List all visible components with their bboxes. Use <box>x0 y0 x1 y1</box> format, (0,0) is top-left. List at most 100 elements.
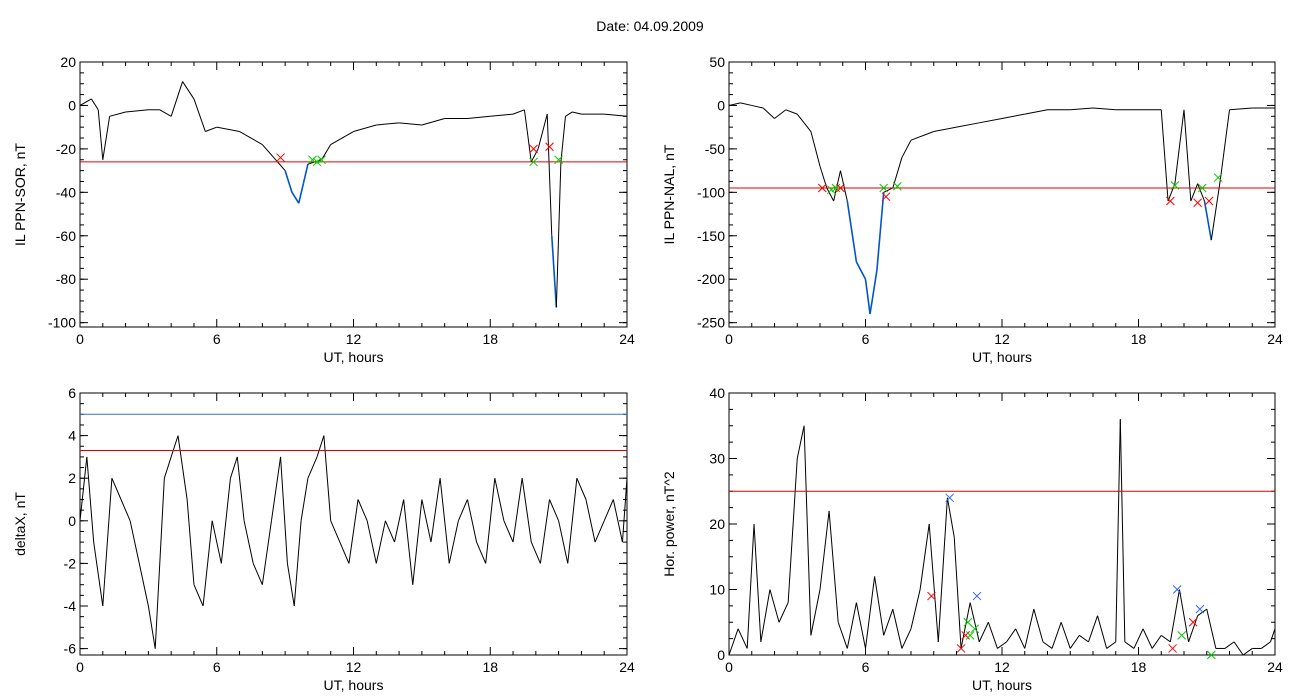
y-tick-label: -6 <box>64 641 77 657</box>
series-segment <box>774 109 787 119</box>
series-segment <box>933 126 957 132</box>
series-segment <box>348 499 359 564</box>
y-axis-label: IL PPN-SOR, nT <box>12 143 28 246</box>
y-tick-label: -200 <box>697 271 725 287</box>
marker-stroke <box>554 155 563 165</box>
series-segment <box>1269 628 1276 643</box>
series-segment <box>979 117 1003 124</box>
series-segment <box>728 628 739 656</box>
series-segment <box>751 104 764 109</box>
series-segment <box>457 499 468 522</box>
series-segment <box>837 622 848 649</box>
series-segment <box>1024 609 1035 649</box>
series-segment <box>111 478 122 500</box>
x-tick-label: 0 <box>76 659 84 675</box>
series-segment <box>537 114 548 150</box>
series-segment <box>919 523 930 590</box>
series-segment <box>421 117 445 126</box>
series-segment <box>1015 628 1026 649</box>
series-segment <box>603 499 614 522</box>
series-segment <box>1160 109 1169 202</box>
series-segment <box>1024 109 1048 115</box>
event-marker <box>1195 604 1205 614</box>
series-segment <box>1160 634 1171 643</box>
series-segment <box>1106 641 1117 649</box>
marker-stroke <box>827 185 836 195</box>
event-marker <box>831 183 841 193</box>
series-segment <box>1242 648 1253 656</box>
series-segment <box>803 425 812 636</box>
x-tick-label: 24 <box>1267 659 1283 675</box>
x-tick-label: 18 <box>1131 659 1147 675</box>
series-segment <box>193 584 204 607</box>
series-segment <box>494 478 505 521</box>
series-segment <box>901 628 912 649</box>
event-marker <box>965 630 975 640</box>
marker-stroke <box>831 183 841 193</box>
series-segment <box>202 520 213 607</box>
series-segment <box>430 478 441 543</box>
series-segment <box>1190 183 1199 202</box>
series-segment <box>876 192 885 271</box>
marker-stroke <box>817 183 827 193</box>
series-segment <box>740 102 752 106</box>
marker-stroke <box>927 591 936 601</box>
series-segment <box>1079 634 1089 643</box>
marker-stroke <box>1188 617 1198 627</box>
event-marker <box>1172 585 1182 594</box>
series-segment <box>1261 641 1271 649</box>
series-segment <box>1169 589 1180 642</box>
series-segment <box>512 478 523 543</box>
event-marker <box>892 181 902 191</box>
y-tick-label: -100 <box>48 315 76 331</box>
series-segment <box>236 456 245 521</box>
event-marker <box>963 617 973 627</box>
series-segment <box>186 499 195 585</box>
page-title: Date: 04.09.2009 <box>596 18 704 34</box>
panel-3: 0 6 12 18 24 6 4 2 0 -2 -4 -6 UT, hours deltaX, nT <box>12 385 635 693</box>
series-segment <box>1097 615 1108 649</box>
series-segment <box>239 131 263 145</box>
series-segment <box>1229 107 1253 111</box>
marker-stroke <box>529 144 538 154</box>
series-segment <box>1119 419 1126 642</box>
series-segment <box>302 163 309 184</box>
series-segment <box>969 602 980 643</box>
marker-stroke <box>956 644 966 653</box>
series-segment <box>1233 641 1244 656</box>
event-marker <box>1206 650 1216 660</box>
series-segment <box>339 541 350 564</box>
series-segment <box>803 122 812 132</box>
x-tick-label: 0 <box>725 331 733 347</box>
series-segment <box>560 116 566 162</box>
series-segment <box>353 124 377 132</box>
event-marker <box>827 185 836 195</box>
series-segment <box>270 456 282 521</box>
series-segment <box>594 520 605 543</box>
series-segment <box>252 563 263 585</box>
series-segment <box>785 109 798 115</box>
y-tick-label: -150 <box>697 228 725 244</box>
y-axis-label: deltaX, nT <box>12 492 28 556</box>
event-marker <box>1193 198 1203 208</box>
event-marker <box>312 157 322 167</box>
x-tick-label: 6 <box>213 331 221 347</box>
x-tick-label: 18 <box>1131 331 1147 347</box>
series-segment <box>910 589 921 629</box>
series-segment <box>833 170 841 202</box>
series-segment <box>1124 641 1135 649</box>
event-marker <box>1204 196 1214 206</box>
series-segment <box>865 576 876 649</box>
series-segment <box>79 456 88 521</box>
x-tick-label: 6 <box>213 659 221 675</box>
event-marker <box>1188 617 1198 627</box>
panel-2: 0 6 12 18 24 50 0 -50 -100 -150 -200 -250 UT, hours I… <box>661 54 1283 365</box>
series-segment <box>163 456 172 479</box>
y-tick-label: 0 <box>717 647 725 663</box>
y-tick-label: -4 <box>64 598 77 614</box>
series-segment <box>846 602 857 649</box>
series-segment <box>737 628 748 649</box>
series-segment <box>1178 589 1190 642</box>
series-segment <box>565 111 573 117</box>
y-tick-label: 20 <box>60 54 76 70</box>
